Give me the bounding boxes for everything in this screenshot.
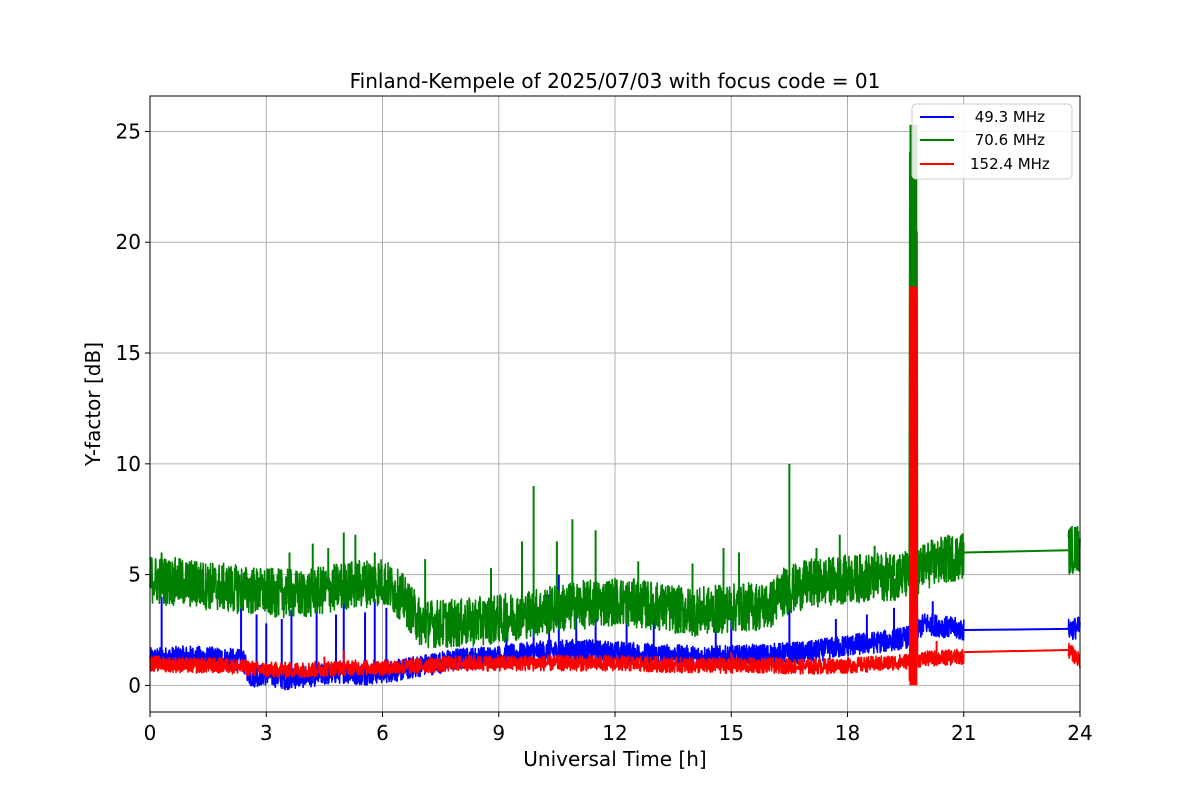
x-tick-label: 0	[144, 721, 157, 745]
x-tick-label: 9	[492, 721, 505, 745]
series-trace-152mhz	[149, 299, 1081, 685]
legend-label-49mhz: 49.3 MHz	[970, 108, 1045, 126]
series-152mhz	[149, 286, 1081, 686]
legend-box	[911, 103, 1073, 180]
x-tick-label: 3	[260, 721, 273, 745]
chart-title: Finland-Kempele of 2025/07/03 with focus…	[350, 69, 881, 93]
y-tick-label: 20	[116, 230, 141, 254]
x-tick-label: 6	[376, 721, 389, 745]
y-tick-label: 15	[116, 341, 141, 365]
series-gap-line-49mhz	[963, 627, 1069, 632]
series-gap-line-152mhz	[963, 648, 1069, 654]
legend: 49.3 MHz 70.6 MHz 152.4 MHz	[911, 103, 1073, 180]
x-tick-label: 18	[835, 721, 860, 745]
y-tick-label: 25	[116, 119, 141, 143]
x-axis-label: Universal Time [h]	[523, 747, 706, 771]
x-tick-label: 24	[1067, 721, 1092, 745]
y-tick-label: 0	[128, 673, 141, 697]
y-tick-label: 10	[116, 452, 141, 476]
legend-label-70mhz: 70.6 MHz	[970, 131, 1045, 149]
legend-label-152mhz: 152.4 MHz	[970, 155, 1050, 173]
x-tick-label: 21	[951, 721, 976, 745]
y-axis-label: Y-factor [dB]	[81, 342, 105, 467]
y-tick-label: 5	[128, 563, 141, 587]
x-tick-label: 15	[719, 721, 744, 745]
series-gap-line-70mhz	[963, 549, 1069, 554]
axis-ticks: 0 3 6 9 12 15 18 21 24 0 5 10 15 20 25	[116, 119, 1093, 745]
series-layer	[149, 124, 1081, 691]
series-burst-152mhz	[909, 286, 918, 686]
x-tick-label: 12	[602, 721, 627, 745]
